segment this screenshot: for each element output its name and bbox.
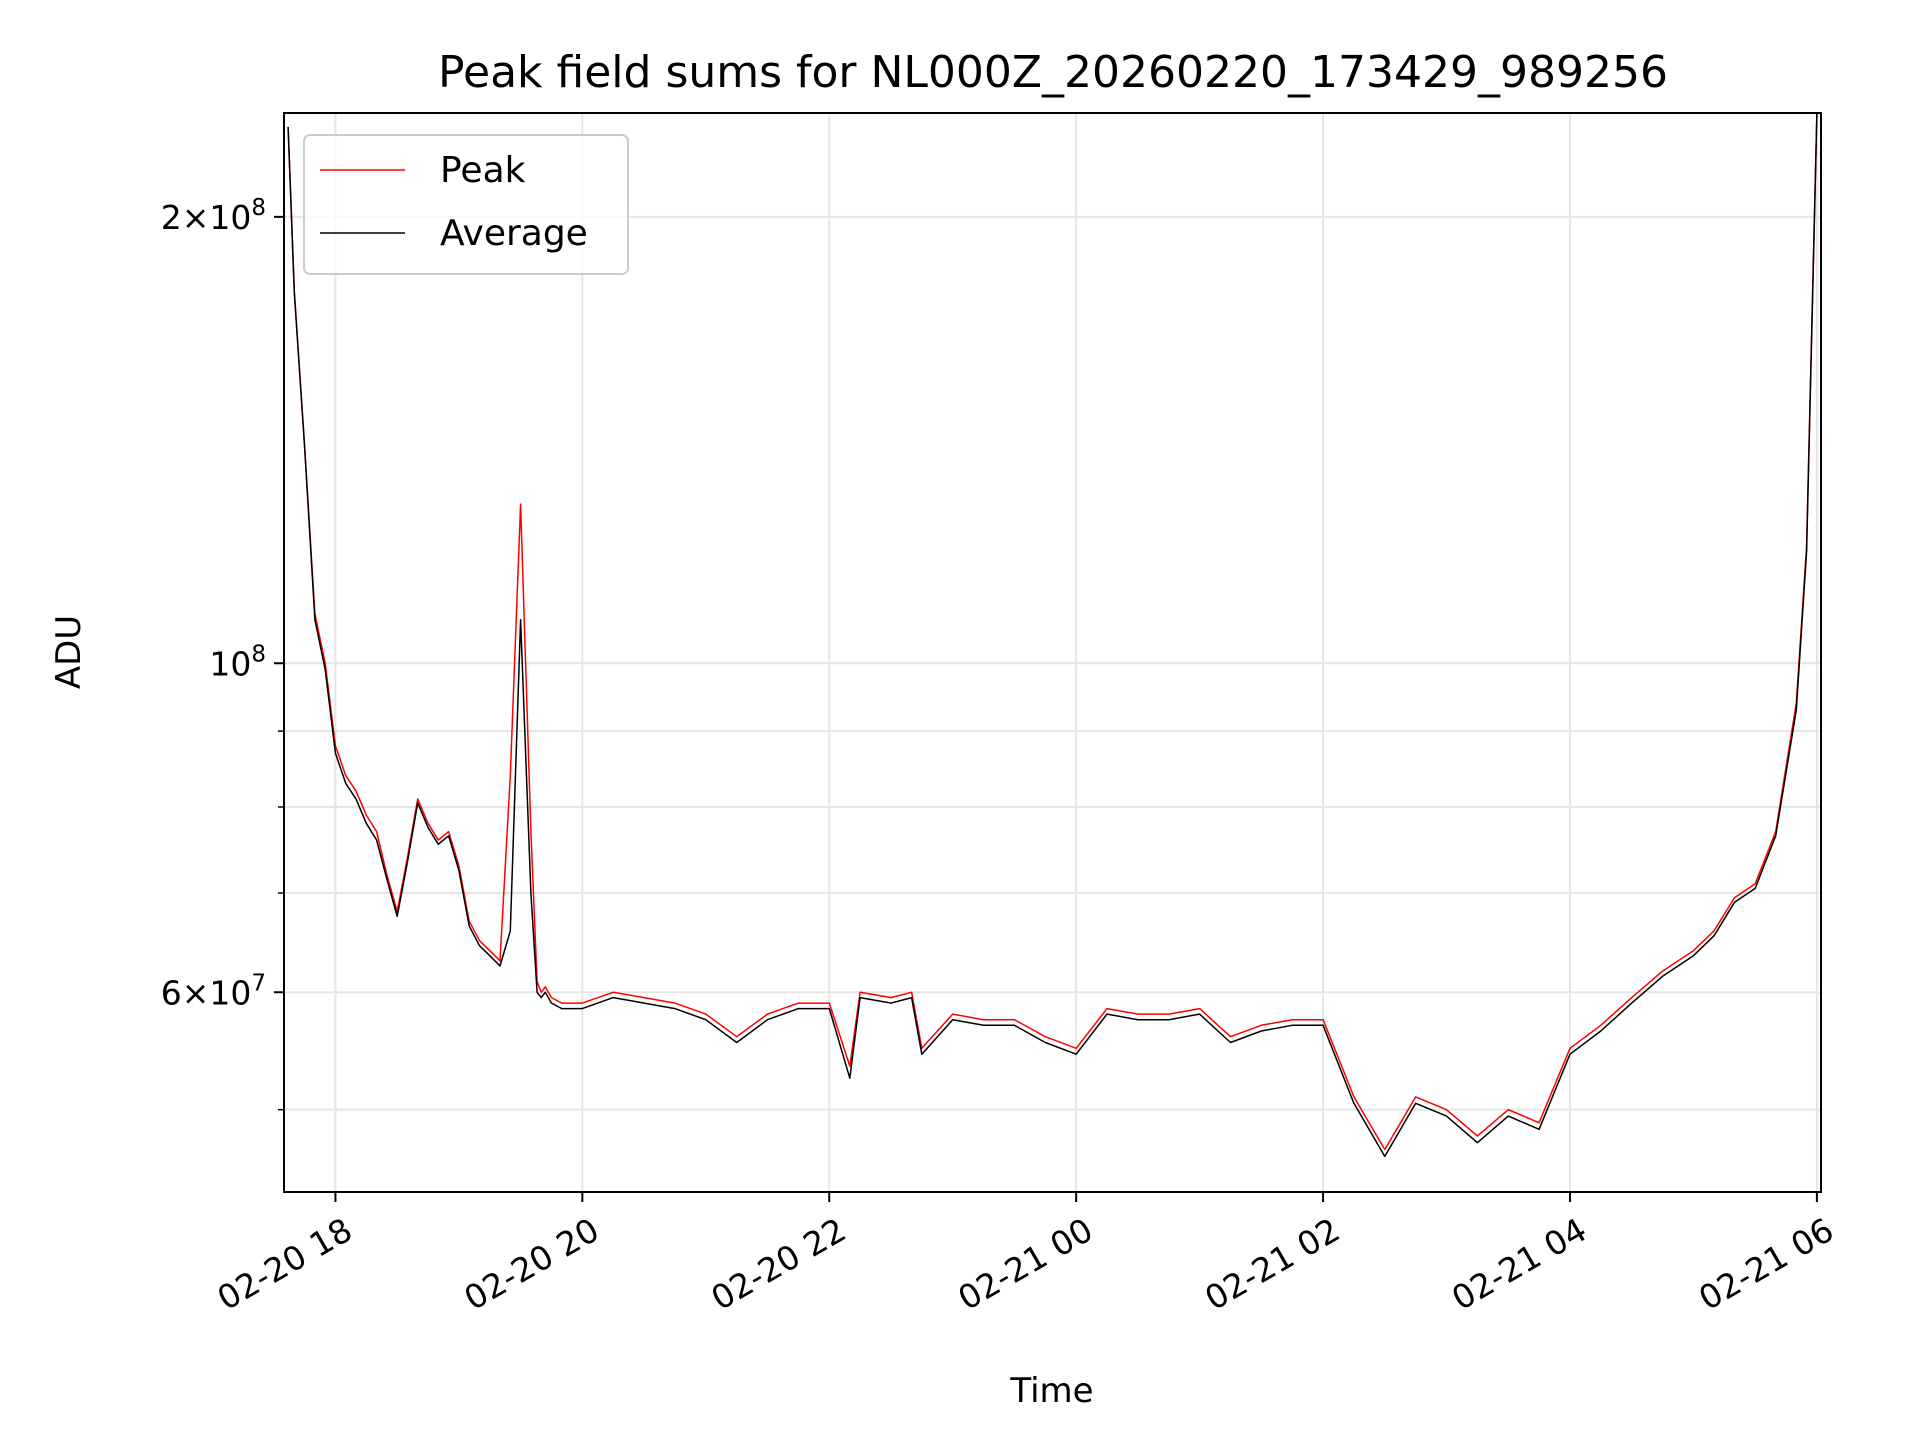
legend-average-label: Average <box>440 213 588 254</box>
chart-title: Peak field sums for NL000Z_20260220_1734… <box>438 47 1668 98</box>
legend-peak-label: Peak <box>440 150 526 191</box>
y-tick-label: 108 <box>209 641 266 683</box>
y-tick-label: 2×108 <box>161 195 266 237</box>
plot-frame <box>283 112 1822 1193</box>
series-lines <box>287 113 1818 1158</box>
legend: Peak Average <box>303 134 629 275</box>
y-tick-label: 6×107 <box>161 970 266 1012</box>
y-axis-title: ADU <box>49 615 89 689</box>
series-line-average <box>287 113 1818 1158</box>
x-axis-title: Time <box>1009 1371 1093 1411</box>
grid <box>284 113 1821 1192</box>
